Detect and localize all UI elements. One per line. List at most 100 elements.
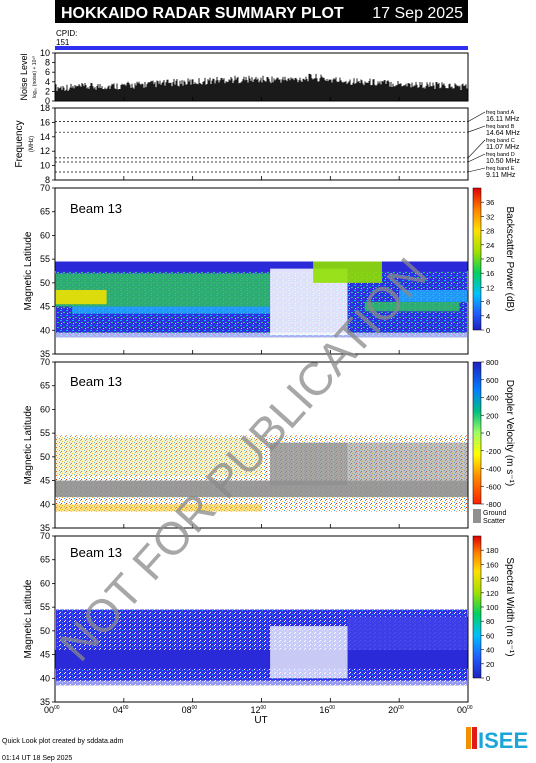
colorbar-tick-label: 24 <box>486 241 494 250</box>
power-colorbar-ticks: 0 4 8 12 16 20 24 28 32 36 <box>481 198 494 335</box>
colorbar-tick-label: 0 <box>486 429 490 438</box>
echo-band <box>55 437 262 476</box>
colorbar-tick-label: -600 <box>486 482 501 491</box>
colorbar-tick-label: -800 <box>486 500 501 509</box>
frequency-y-tick-label: 14 <box>40 132 50 142</box>
velocity-beam-label: Beam 13 <box>70 374 122 389</box>
colorbar-tick-label: 120 <box>486 589 499 598</box>
frequency-legend-leader <box>467 167 486 173</box>
frequency-legend-leader <box>467 111 486 122</box>
lat-y-tick-label: 35 <box>40 523 50 533</box>
isee-logo-text: ISEE <box>478 728 528 753</box>
plot-date: 17 Sep 2025 <box>372 5 463 22</box>
x-tick-superscript: 00 <box>261 705 267 711</box>
noise-y-tick-label: 0 <box>45 96 50 106</box>
frequency-y-tick-label: 8 <box>45 175 50 185</box>
frequency-y-tick-label: 18 <box>40 103 50 113</box>
noise-ylabel: Noise Level <box>19 53 29 100</box>
width-data <box>55 609 468 686</box>
footer-created: 01:14 UT 18 Sep 2025 <box>2 755 72 762</box>
colorbar-tick-label: 0 <box>486 674 490 683</box>
colorbar-tick-label: -200 <box>486 447 501 456</box>
lat-y-tick-label: 60 <box>40 230 50 240</box>
x-tick-label: 04 <box>113 705 123 715</box>
noise-y-tick-label: 6 <box>45 67 50 77</box>
echo-band <box>55 289 107 305</box>
lat-y-tick-label: 50 <box>40 626 50 636</box>
cpid-value: 151 <box>56 38 70 47</box>
lat-y-tick-label: 45 <box>40 650 50 660</box>
x-tick-label: 00 <box>44 705 54 715</box>
colorbar-tick-label: 180 <box>486 546 499 555</box>
x-tick-label: 16 <box>319 705 329 715</box>
colorbar-tick-label: 8 <box>486 298 490 307</box>
lat-y-tick-label: 65 <box>40 381 50 391</box>
echo-band <box>55 332 468 338</box>
width-beam-label: Beam 13 <box>70 545 122 560</box>
echo-band <box>55 480 468 498</box>
cpid-label: CPID: <box>56 29 77 38</box>
echo-band <box>55 261 468 271</box>
frequency-legend-name: freq band A <box>486 110 514 116</box>
ground-scatter-label-1: Ground <box>483 510 506 517</box>
echo-band <box>399 289 468 302</box>
width-panel: Beam 13 35 40 45 50 55 60 65 70 Magnetic Latitu… <box>23 531 515 707</box>
noise-series <box>54 73 469 101</box>
noise-y-tick-label: 8 <box>45 58 50 68</box>
colorbar-tick-label: 28 <box>486 227 494 236</box>
colorbar-tick-label: 40 <box>486 646 494 655</box>
frequency-legend-name: freq band E <box>486 166 515 172</box>
lat-y-tick-label: 70 <box>40 531 50 541</box>
x-tick-superscript: 00 <box>54 705 60 711</box>
echo-band <box>270 442 348 486</box>
velocity-colorbar-ticks: -800 -600 -400 -200 0 200 400 600 800 <box>481 358 501 509</box>
frequency-legend-leader <box>467 139 486 159</box>
echo-band <box>55 680 468 686</box>
lat-y-tick-label: 35 <box>40 349 50 359</box>
velocity-y-ticks: 35 40 45 50 55 60 65 70 <box>40 357 55 533</box>
colorbar-tick-label: 160 <box>486 560 499 569</box>
power-ylabel: Magnetic Latitude <box>23 231 34 310</box>
frequency-legend-name: freq band D <box>486 152 515 158</box>
x-axis-label: UT <box>254 715 267 726</box>
ground-scatter-swatch <box>473 509 481 523</box>
width-colorbar <box>472 535 482 679</box>
velocity-panel: Beam 13 35 40 45 50 55 60 65 70 Magnetic Latitu… <box>23 357 515 533</box>
velocity-colorbar-label: Doppler Velocity (m s⁻¹) <box>504 380 515 486</box>
lat-y-tick-label: 55 <box>40 602 50 612</box>
lat-y-tick-label: 60 <box>40 578 50 588</box>
x-tick-label: 08 <box>182 705 192 715</box>
lat-y-tick-label: 70 <box>40 183 50 193</box>
width-ylabel: Magnetic Latitude <box>23 579 34 658</box>
noise-ylabel-sub: log₁₀ (noise) + 10¹⁰ <box>32 56 38 98</box>
echo-band <box>364 301 460 312</box>
noise-trace <box>54 73 469 101</box>
frequency-legend-leader <box>467 153 486 163</box>
frequency-frame <box>54 107 469 181</box>
colorbar-tick-label: 0 <box>486 326 490 335</box>
colorbar-tick-label: 20 <box>486 660 494 669</box>
echo-band <box>347 616 468 650</box>
lat-y-tick-label: 40 <box>40 325 50 335</box>
echo-band <box>347 442 468 481</box>
colorbar-tick-label: 200 <box>486 411 499 420</box>
isee-logo: ISEE <box>466 727 528 753</box>
power-y-ticks: 35 40 45 50 55 60 65 70 <box>40 183 55 359</box>
power-beam-label: Beam 13 <box>70 201 122 216</box>
x-tick-label: 00 <box>457 705 467 715</box>
title-bar <box>55 0 468 23</box>
echo-band <box>270 626 348 679</box>
colorbar-tick-label: 100 <box>486 603 499 612</box>
frequency-legend-value: 16.11 MHz <box>486 116 520 123</box>
x-tick-superscript: 00 <box>123 705 129 711</box>
frequency-y-tick-label: 10 <box>40 161 50 171</box>
echo-band <box>55 504 262 512</box>
colorbar-tick-label: 32 <box>486 212 494 221</box>
colorbar-tick-label: 80 <box>486 617 494 626</box>
x-tick-superscript: 00 <box>192 705 198 711</box>
noise-y-tick-label: 10 <box>40 48 50 58</box>
width-y-ticks: 35 40 45 50 55 60 65 70 <box>40 531 55 707</box>
